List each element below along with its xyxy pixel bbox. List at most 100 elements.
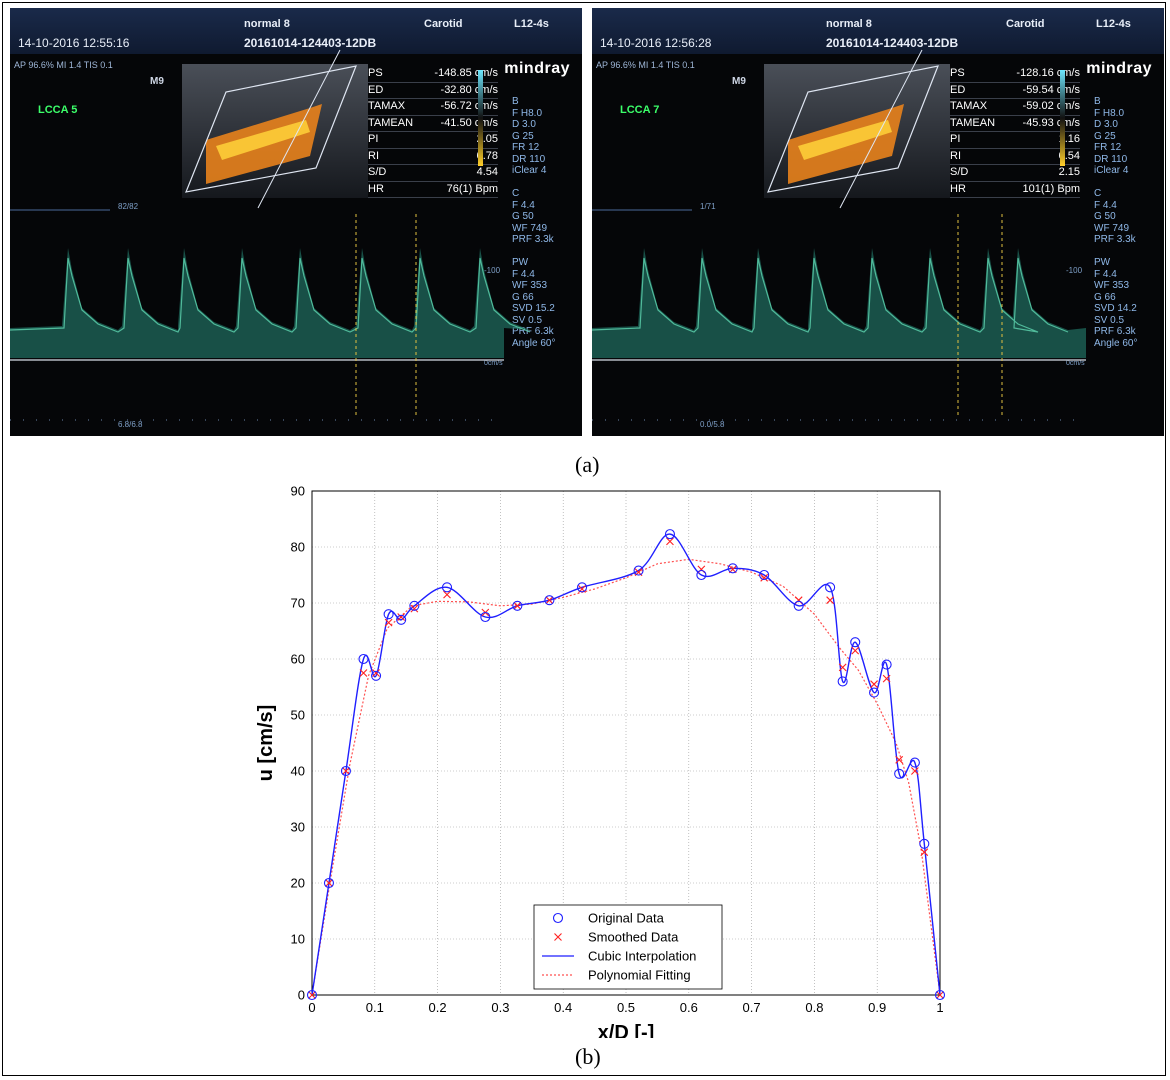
measurement-row: TAMEAN -45.93 cm/s <box>950 116 1080 132</box>
measurement-row: S/D 2.15 <box>950 165 1080 182</box>
measurement-name: PI <box>368 133 379 145</box>
brand-logo: mindray <box>1086 60 1152 77</box>
x-tick-label: 0.3 <box>491 1000 509 1015</box>
header-bar <box>592 8 1164 54</box>
x-tick-label: 1 <box>936 1000 943 1015</box>
vessel-label: LCCA 5 <box>38 104 78 116</box>
color-box <box>767 65 939 193</box>
measurement-name: PI <box>950 133 961 145</box>
x-tick-label: 0.8 <box>805 1000 823 1015</box>
measurement-value: -41.50 cm/s <box>440 116 498 129</box>
preset: normal 8 <box>826 18 872 30</box>
smoothed-data-point <box>851 646 860 655</box>
imaging-parameters: B F H8.0 D 3.0 G 25 FR 12 DR 110 iClear … <box>512 96 556 349</box>
measurement-value: -56.72 cm/s <box>440 100 498 112</box>
measurement-value: 2.15 <box>1058 166 1080 178</box>
smoothed-data-point <box>920 848 929 857</box>
study-id: 20161014-124403-12DB <box>244 36 377 50</box>
spectral-trace <box>10 257 531 333</box>
measurement-name: RI <box>368 149 379 162</box>
original-data-point <box>825 582 836 593</box>
smoothed-data-point <box>826 596 834 605</box>
smoothed-data-point <box>910 767 919 775</box>
ultrasound-panel-right: 14-10-2016 12:56:28 normal 8 20161014-1244… <box>592 8 1164 436</box>
measurement-value: 76(1) Bpm <box>446 182 498 195</box>
smoothed-data-point <box>794 596 803 605</box>
legend-label: Smoothed Data <box>588 930 679 945</box>
datetime: 14-10-2016 12:56:28 <box>600 36 712 50</box>
legend-box <box>533 904 723 990</box>
measurement-name: TAMAX <box>368 100 406 112</box>
original-data-point <box>793 600 804 611</box>
measurement-row: ED -59.54 cm/s <box>950 83 1080 99</box>
measurement-row: ED -32.80 cm/s <box>368 83 498 99</box>
measurement-row: HR 76(1) Bpm <box>368 182 498 198</box>
original-data-point <box>664 529 676 540</box>
spectral-waveform <box>10 248 530 358</box>
legend-label: Cubic Interpolation <box>588 949 696 964</box>
original-data-point <box>396 614 407 625</box>
caption-b: (b) <box>575 1044 601 1069</box>
original-data-point <box>759 569 770 581</box>
measurement-value: 4.54 <box>476 166 498 178</box>
y-tick-label: 60 <box>291 652 305 667</box>
scale-bottom: 6.8/6.8 <box>118 420 143 429</box>
smoothed-data-point <box>397 613 406 621</box>
original-data-point <box>934 989 946 1001</box>
measurement-name: TAMEAN <box>950 116 996 129</box>
y-tick-label: 0 <box>298 988 305 1003</box>
original-data-point <box>480 611 491 623</box>
original-data-point <box>358 653 369 665</box>
legend-label: Polynomial Fitting <box>588 968 691 983</box>
x-tick-label: 0.4 <box>554 1000 572 1015</box>
measurement-name: PS <box>950 67 965 79</box>
smoothed-data-point <box>936 991 944 999</box>
ultrasound-panel-left: 14-10-2016 12:55:16 normal 8 20161014-1244… <box>10 8 582 436</box>
legend-label: Original Data <box>588 911 665 926</box>
measurement-row: S/D 4.54 <box>368 165 498 182</box>
measurement-row: HR 101(1) Bpm <box>950 182 1080 198</box>
smoothed-data-point <box>666 537 674 546</box>
x-tick-label: 0 <box>308 1000 315 1015</box>
original-data-point <box>633 565 644 576</box>
smoothed-data-point <box>895 755 904 764</box>
acoustics: AP 96.6% MI 1.4 TIS 0.1 <box>14 60 113 70</box>
original-data-point <box>727 563 738 574</box>
original-data-point <box>869 687 880 698</box>
smoothed-data-point <box>697 565 706 574</box>
y-tick-label: 40 <box>291 764 305 779</box>
x-tick-label: 0.9 <box>868 1000 886 1015</box>
smoothed-data-point <box>308 991 316 999</box>
brand-logo: mindray <box>504 60 570 77</box>
probe: L12-4s <box>514 18 549 30</box>
x-tick-label: 0.1 <box>366 1000 384 1015</box>
scale-top: 82/82 <box>118 202 139 211</box>
velocity-scale-label: -100 <box>484 266 501 275</box>
caption-a: (a) <box>575 452 600 477</box>
original-data-point <box>544 595 555 606</box>
original-data-point <box>512 600 523 611</box>
exam: Carotid <box>1006 18 1045 30</box>
original-data-point <box>576 582 588 593</box>
x-axis-label: x/D [-] <box>598 1022 655 1038</box>
smoothed-data-point <box>325 879 333 887</box>
polynomial-fit-line <box>311 558 941 996</box>
header-bar <box>10 8 582 54</box>
imaging-parameters: B F H8.0 D 3.0 G 25 FR 12 DR 110 iClear … <box>1094 96 1138 349</box>
measurement-name: S/D <box>950 166 969 178</box>
y-tick-label: 80 <box>291 540 305 555</box>
scale-bottom: 0.0/5.8 <box>700 420 725 429</box>
smoothed-data-point <box>410 604 419 613</box>
y-tick-label: 10 <box>291 932 305 947</box>
velocity-profile-chart: 0 0.1 0.2 0.3 0.4 0.5 0.6 0.7 0.8 0.9 101020304050… <box>255 484 946 1038</box>
measurement-name: TAMEAN <box>368 116 414 129</box>
original-data-point <box>409 600 420 611</box>
original-data-point <box>441 582 453 593</box>
smoothed-data-point <box>545 596 554 605</box>
original-data-point <box>323 877 335 889</box>
measurement-value: -45.93 cm/s <box>1022 116 1080 129</box>
measurement-row: TAMAX -59.02 cm/s <box>950 99 1080 116</box>
legend: Original Data Smoothed Data Cubic Interpol… <box>533 904 723 990</box>
original-data-point <box>306 989 318 1001</box>
